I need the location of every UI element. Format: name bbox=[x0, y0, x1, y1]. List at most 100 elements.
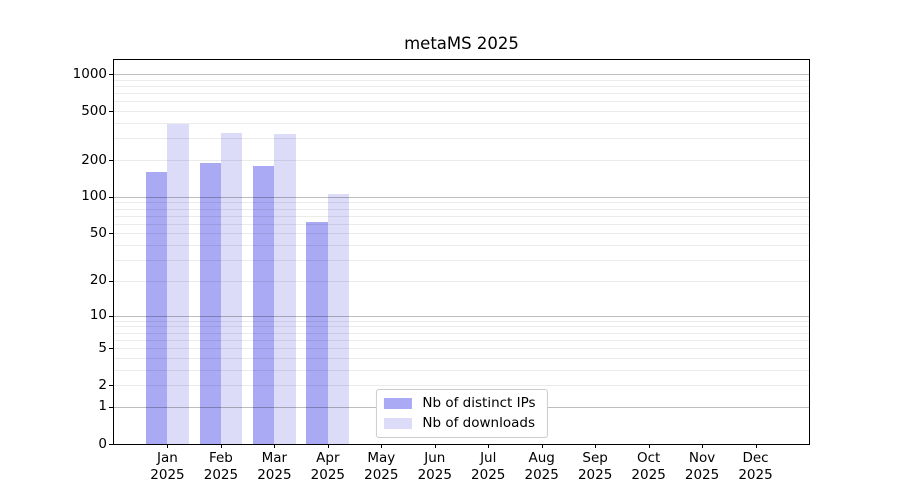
minor-gridline bbox=[114, 385, 809, 387]
bar-distinct-ips-mar bbox=[253, 166, 275, 444]
y-tick-label: 2 bbox=[98, 376, 107, 393]
y-tick-mark bbox=[109, 385, 113, 387]
x-tick-label: May 2025 bbox=[338, 450, 424, 484]
minor-gridline bbox=[114, 326, 809, 328]
x-tick-mark bbox=[434, 444, 436, 448]
x-tick-year: 2025 bbox=[738, 467, 773, 483]
minor-gridline bbox=[114, 369, 809, 371]
y-tick-label: 500 bbox=[81, 102, 107, 119]
bars-layer bbox=[114, 60, 809, 444]
x-tick-label: Jun 2025 bbox=[392, 450, 478, 484]
bar-downloads-jan bbox=[167, 124, 189, 444]
x-tick-label: Apr 2025 bbox=[285, 450, 371, 484]
minor-gridline bbox=[114, 233, 809, 235]
major-gridline bbox=[114, 315, 809, 317]
bar-downloads-feb bbox=[220, 132, 243, 444]
x-tick-mark bbox=[648, 444, 650, 448]
y-tick-mark bbox=[109, 406, 113, 408]
x-tick-mark bbox=[541, 444, 543, 448]
x-tick-month: Sep bbox=[582, 450, 608, 466]
minor-gridline bbox=[114, 320, 809, 322]
x-tick-label: Mar 2025 bbox=[231, 450, 317, 484]
x-tick-month: Mar bbox=[261, 450, 288, 466]
x-tick-mark bbox=[488, 444, 490, 448]
y-tick-label: 10 bbox=[89, 307, 107, 324]
minor-gridline bbox=[114, 339, 809, 341]
x-tick-month: Feb bbox=[208, 450, 233, 466]
x-tick-year: 2025 bbox=[577, 467, 613, 483]
legend-swatch-downloads bbox=[383, 418, 412, 429]
minor-gridline bbox=[114, 160, 809, 161]
x-tick-year: 2025 bbox=[684, 467, 720, 483]
legend: Nb of distinct IPs Nb of downloads bbox=[375, 389, 548, 438]
x-tick-month: May bbox=[367, 450, 396, 466]
y-tick-mark bbox=[109, 74, 113, 76]
x-tick-label: Nov 2025 bbox=[659, 450, 745, 484]
legend-item-downloads: Nb of downloads bbox=[383, 416, 535, 431]
legend-swatch-distinct-ips bbox=[383, 398, 412, 409]
minor-gridline bbox=[114, 357, 809, 359]
y-tick-label: 1 bbox=[98, 398, 107, 415]
bar-downloads-mar bbox=[274, 133, 296, 444]
minor-gridline bbox=[114, 245, 809, 247]
x-tick-year: 2025 bbox=[203, 467, 239, 483]
x-tick-year: 2025 bbox=[257, 467, 292, 483]
minor-gridline bbox=[114, 111, 809, 113]
y-tick-label: 0 bbox=[98, 435, 107, 452]
minor-gridline bbox=[114, 202, 809, 204]
minor-gridline bbox=[114, 208, 809, 210]
bar-distinct-ips-feb bbox=[199, 163, 221, 444]
y-tick-label: 100 bbox=[81, 188, 107, 205]
y-tick-label: 5 bbox=[98, 339, 107, 356]
y-tick-mark bbox=[109, 196, 113, 198]
bar-distinct-ips-apr bbox=[306, 222, 328, 444]
legend-item-distinct-ips: Nb of distinct IPs bbox=[383, 395, 536, 411]
x-tick-label: Jul 2025 bbox=[445, 450, 531, 484]
x-tick-mark bbox=[755, 444, 757, 448]
minor-gridline bbox=[114, 223, 809, 225]
x-tick-month: Aug bbox=[528, 450, 555, 466]
y-tick-mark bbox=[109, 280, 113, 282]
x-tick-year: 2025 bbox=[417, 467, 452, 483]
y-tick-label: 50 bbox=[89, 224, 107, 241]
x-tick-label: Sep 2025 bbox=[552, 450, 638, 484]
bar-downloads-apr bbox=[327, 194, 350, 444]
y-tick-mark bbox=[109, 348, 113, 350]
legend-label-distinct-ips: Nb of distinct IPs bbox=[422, 395, 536, 411]
x-tick-year: 2025 bbox=[150, 467, 185, 483]
y-tick-mark bbox=[109, 111, 113, 113]
x-tick-year: 2025 bbox=[471, 467, 506, 483]
minor-gridline bbox=[114, 260, 809, 262]
minor-gridline bbox=[114, 280, 809, 282]
x-tick-month: Jul bbox=[480, 450, 497, 466]
plot-area: Nb of distinct IPs Nb of downloads bbox=[113, 59, 810, 445]
minor-gridline bbox=[114, 85, 809, 87]
grid-layer bbox=[114, 60, 809, 444]
minor-gridline bbox=[114, 138, 809, 140]
x-tick-mark bbox=[220, 444, 222, 448]
major-gridline bbox=[114, 74, 809, 76]
x-tick-year: 2025 bbox=[524, 467, 559, 483]
x-tick-mark bbox=[381, 444, 383, 448]
x-tick-mark bbox=[167, 444, 169, 448]
x-tick-month: Nov bbox=[688, 450, 716, 466]
x-tick-year: 2025 bbox=[631, 467, 666, 483]
x-tick-month: Oct bbox=[636, 450, 661, 466]
minor-gridline bbox=[114, 348, 809, 350]
x-tick-label: Feb 2025 bbox=[178, 450, 264, 484]
x-tick-mark bbox=[595, 444, 597, 448]
major-gridline bbox=[114, 196, 809, 198]
x-tick-year: 2025 bbox=[310, 467, 346, 483]
x-tick-year: 2025 bbox=[364, 467, 399, 483]
x-tick-label: Dec 2025 bbox=[713, 450, 799, 484]
x-tick-month: Apr bbox=[316, 450, 340, 466]
minor-gridline bbox=[114, 79, 809, 81]
y-tick-mark bbox=[109, 160, 113, 161]
x-tick-month: Jan bbox=[157, 450, 178, 466]
x-tick-mark bbox=[327, 444, 329, 448]
y-tick-label: 20 bbox=[89, 272, 107, 289]
minor-gridline bbox=[114, 215, 809, 217]
y-tick-label: 1000 bbox=[72, 65, 107, 82]
x-tick-mark bbox=[274, 444, 276, 448]
